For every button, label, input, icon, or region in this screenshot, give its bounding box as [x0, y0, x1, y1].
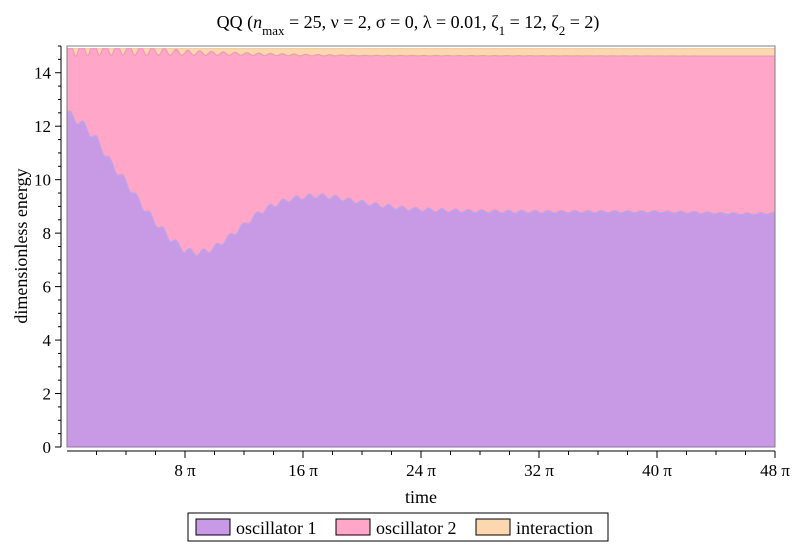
legend-interaction-swatch: [475, 518, 511, 536]
legend: oscillator 1 oscillator 2 interaction: [187, 512, 609, 542]
axes-frame: [66, 45, 776, 448]
x-tick-label: 32 π: [524, 461, 554, 480]
y-tick-label: 6: [43, 278, 52, 297]
y-tick-label: 2: [43, 385, 52, 404]
y-axis-label: dimensionless energy: [11, 168, 31, 323]
legend-oscillator-1-swatch: [195, 518, 231, 536]
x-tick-label: 24 π: [406, 461, 436, 480]
title-suffix: = 2): [565, 12, 599, 33]
series-oscillator-1-line: [66, 110, 776, 257]
title-z2-subscript: 2: [559, 23, 566, 38]
y-axis: 0 2 4 6 8 10 12 14: [34, 45, 62, 457]
legend-interaction-label: interaction: [516, 518, 593, 538]
chart-title: QQ (nmax = 25, ν = 2, σ = 0, λ = 0.01, ζ…: [217, 12, 600, 38]
title-z1-subscript: 1: [499, 23, 506, 38]
x-tick-label: 8 π: [174, 461, 196, 480]
title-mid2: = 12, ζ: [505, 12, 559, 32]
legend-oscillator-2-swatch: [335, 518, 371, 536]
x-tick-label: 48 π: [760, 461, 790, 480]
y-tick-label: 0: [43, 438, 52, 457]
title-prefix: QQ (: [217, 12, 254, 33]
y-tick-label: 10: [34, 171, 51, 190]
series-oscillator-2-line: [67, 48, 775, 58]
area-layer: [66, 48, 776, 447]
legend-oscillator-1-label: oscillator 1: [236, 518, 316, 538]
series-interaction-area: [67, 48, 775, 57]
y-tick-label: 12: [34, 117, 51, 136]
title-n-subscript: max: [262, 23, 285, 38]
x-axis-label: time: [405, 487, 437, 507]
x-axis: 8 π 16 π 24 π 32 π 40 π 48 π: [67, 450, 790, 480]
series-oscillator-1-area: [67, 110, 775, 447]
x-tick-label: 16 π: [288, 461, 318, 480]
y-tick-label: 14: [34, 64, 52, 83]
title-n: n: [253, 12, 262, 32]
legend-box: [187, 512, 609, 542]
title-mid: = 25, ν = 2, σ = 0, λ = 0.01, ζ: [284, 12, 499, 32]
x-tick-label: 40 π: [642, 461, 672, 480]
y-tick-label: 8: [43, 224, 52, 243]
y-tick-label: 4: [43, 331, 52, 350]
legend-oscillator-2-label: oscillator 2: [376, 518, 456, 538]
series-oscillator-2-area: [67, 48, 775, 256]
plot-frame: [66, 45, 776, 448]
